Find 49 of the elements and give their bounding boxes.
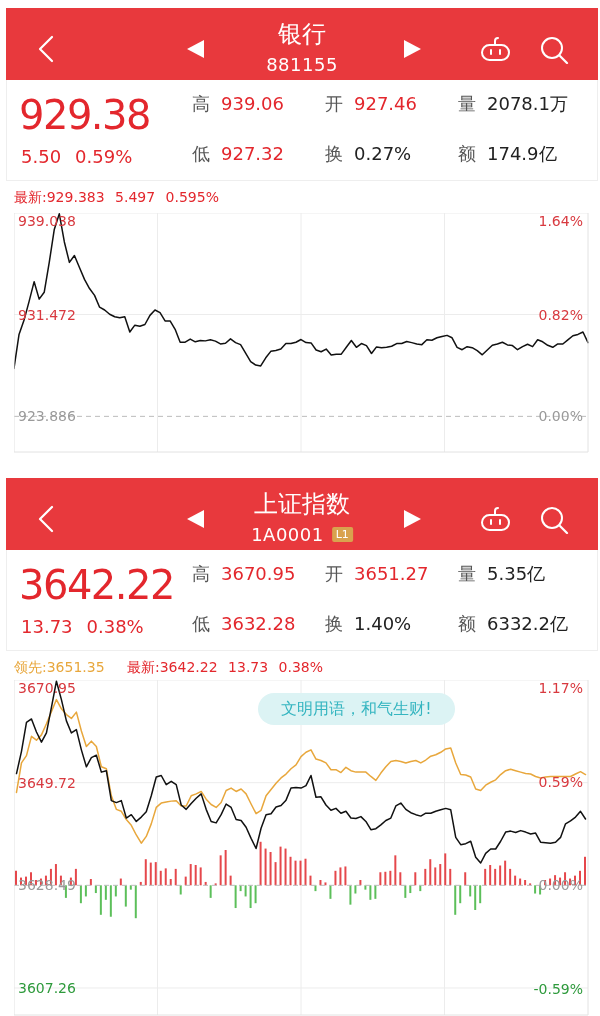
- text: 开: [325, 563, 343, 585]
- chart-title: 银行: [278, 19, 326, 48]
- text: 3632.28: [221, 613, 296, 635]
- y-tick-label: 3649.72: [18, 774, 76, 791]
- text: 额: [458, 143, 476, 165]
- text: 量: [458, 93, 476, 115]
- text: 0.59%: [75, 146, 133, 168]
- text: 1.40%: [354, 613, 412, 635]
- text: 最新:929.383 5.497 0.595%: [14, 189, 219, 206]
- y2-tick-label: -0.59%: [533, 980, 583, 997]
- text: 0.27%: [354, 143, 412, 165]
- text: 3651.27: [354, 563, 429, 585]
- annotation: 文明用语，和气生财!: [281, 698, 432, 720]
- text: 6332.2亿: [487, 613, 568, 635]
- text: 额: [458, 613, 476, 635]
- text: 3642.22: [19, 562, 174, 608]
- y2-tick-label: 0.00%: [538, 408, 583, 425]
- text: 最新:3642.22 13.73 0.38%: [127, 659, 324, 676]
- text: 量: [458, 563, 476, 585]
- text: 高: [192, 93, 210, 115]
- text: 0.38%: [86, 616, 144, 638]
- text: 5.50: [21, 146, 62, 168]
- text: 低: [192, 613, 210, 635]
- text: 5.35亿: [487, 563, 546, 585]
- text: 13.73: [21, 616, 73, 638]
- y2-tick-label: 1.64%: [538, 213, 583, 230]
- text: 开: [325, 93, 343, 115]
- y-tick-label: 3607.26: [18, 979, 76, 996]
- chart-subtitle: 1A0001: [251, 524, 324, 546]
- text: 领先:3651.35: [14, 659, 105, 676]
- text: 929.38: [19, 92, 150, 138]
- text: 低: [192, 143, 210, 165]
- text: 换: [325, 143, 343, 165]
- chart-subtitle: 881155: [266, 54, 338, 76]
- chart-title: 上证指数: [254, 489, 350, 518]
- text: L1: [335, 528, 349, 542]
- y2-tick-label: 1.17%: [538, 680, 583, 697]
- y-tick-label: 923.886: [18, 408, 76, 425]
- text: 927.46: [354, 93, 417, 115]
- text: 3670.95: [221, 563, 296, 585]
- text: 174.9亿: [487, 143, 557, 165]
- y2-tick-label: 0.59%: [538, 773, 583, 790]
- text: 927.32: [221, 143, 284, 165]
- text: 939.06: [221, 93, 284, 115]
- toast-bubble: 文明用语，和气生财!: [258, 693, 455, 725]
- text: 换: [325, 613, 343, 635]
- text: 2078.1万: [487, 93, 568, 115]
- text: 高: [192, 563, 210, 585]
- y2-tick-label: 0.82%: [538, 306, 583, 323]
